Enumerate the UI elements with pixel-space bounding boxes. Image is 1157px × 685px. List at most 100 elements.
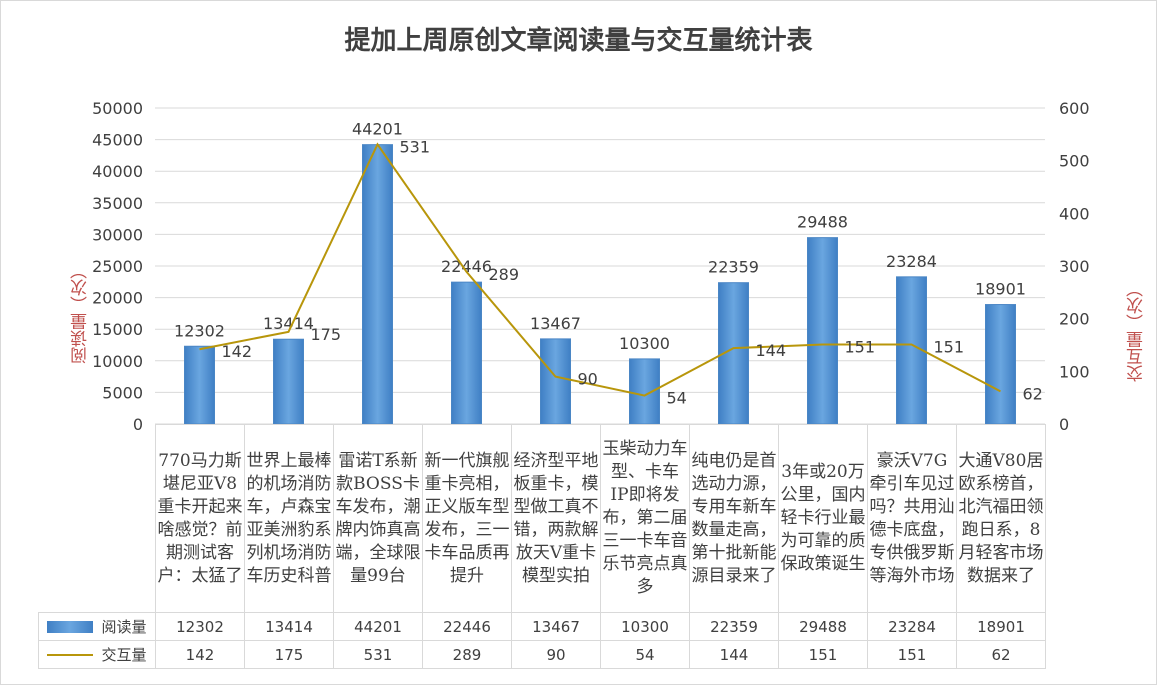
category-label-text: 纯电仍是首选动力源，专用车新车数量走高，第十批新能源目录来了 — [691, 450, 777, 586]
y-tick-left: 50000 — [92, 99, 143, 118]
table-value: 18901 — [956, 612, 1046, 641]
category-label-text: 770马力斯堪尼亚V8重卡开起来啥感觉？前期测试客户：太猛了 — [157, 450, 243, 586]
table-value: 151 — [867, 640, 957, 669]
y-tick-left: 5000 — [102, 383, 143, 402]
table-value: 44201 — [333, 612, 423, 641]
table-value-text: 175 — [274, 645, 304, 664]
bar-data-label: 29488 — [797, 213, 848, 232]
category-label: 新一代旗舰重卡亮相，正义版车型发布，三一卡车品质再提升 — [422, 424, 512, 613]
category-label: 世界上最棒的机场消防车，卢森宝亚美洲豹系列机场消防车历史科普 — [244, 424, 334, 613]
y-axis-right-label: 交互量（次） — [1127, 280, 1147, 382]
table-value: 13414 — [244, 612, 334, 641]
y-tick-right: 300 — [1059, 257, 1090, 276]
category-label-text: 玉柴动力车型、卡车IP即将发布，第二届三一卡车音乐节亮点真多 — [602, 439, 688, 597]
line-data-label: 142 — [222, 342, 253, 361]
bar — [807, 237, 838, 425]
bar — [985, 304, 1016, 425]
line-data-label: 175 — [311, 325, 342, 344]
y-tick-right: 500 — [1059, 152, 1090, 171]
category-label-text: 雷诺T系新款BOSS卡车发布，潮牌内饰真高端，全球限量99台 — [335, 450, 421, 586]
category-label: 大通V80居欧系榜首，北汽福田领跑日系，8月轻客市场数据来了 — [956, 424, 1046, 613]
bar-data-label: 13467 — [530, 314, 581, 333]
table-value-text: 22359 — [710, 617, 758, 636]
category-label-text: 豪沃V7G牵引车见过吗？共用汕德卡底盘，专供俄罗斯等海外市场 — [869, 450, 955, 586]
bar-data-label: 22446 — [441, 257, 492, 276]
y-tick-left: 15000 — [92, 320, 143, 339]
table-value-text: 29488 — [799, 617, 847, 636]
table-value: 13467 — [511, 612, 601, 641]
legend-entry: 交互量 — [38, 640, 156, 669]
category-label-text: 新一代旗舰重卡亮相，正义版车型发布，三一卡车品质再提升 — [424, 450, 510, 586]
table-value-text: 23284 — [888, 617, 936, 636]
bar — [451, 281, 482, 425]
legend-bar-icon — [47, 620, 94, 633]
category-label: 经济型平地板重卡，模型做工真不错，两款解放天V重卡模型实拍 — [511, 424, 601, 613]
table-value: 90 — [511, 640, 601, 669]
category-label-text: 经济型平地板重卡，模型做工真不错，两款解放天V重卡模型实拍 — [513, 450, 599, 586]
bar — [629, 358, 660, 425]
table-value: 22446 — [422, 612, 512, 641]
line-data-label: 151 — [845, 337, 876, 356]
y-tick-right: 200 — [1059, 310, 1090, 329]
table-value: 12302 — [155, 612, 245, 641]
category-label-text: 3年或20万公里，国内轻卡行业最为可靠的质保政策诞生 — [780, 462, 866, 574]
chart-title: 提加上周原创文章阅读量与交互量统计表 — [344, 26, 813, 56]
table-value-text: 531 — [363, 645, 393, 664]
line-data-label: 144 — [756, 341, 787, 360]
bar — [273, 338, 304, 425]
bar-data-label: 12302 — [174, 321, 225, 340]
table-value-text: 144 — [719, 645, 749, 664]
category-label: 纯电仍是首选动力源，专用车新车数量走高，第十批新能源目录来了 — [689, 424, 779, 613]
bar-data-label: 44201 — [352, 120, 403, 139]
y-tick-left: 0 — [133, 415, 143, 434]
legend-entry-text: 阅读量 — [101, 618, 147, 636]
y-tick-left: 20000 — [92, 289, 143, 308]
y-tick-right: 0 — [1059, 415, 1069, 434]
bar-data-label: 10300 — [619, 334, 670, 353]
table-value-text: 151 — [808, 645, 838, 664]
y-tick-right: 400 — [1059, 204, 1090, 223]
bar-data-label: 18901 — [975, 280, 1026, 299]
bar-data-label: 22359 — [708, 258, 759, 277]
table-value-text: 151 — [897, 645, 927, 664]
table-value: 289 — [422, 640, 512, 669]
table-value-text: 289 — [452, 645, 482, 664]
table-value-text: 13467 — [532, 617, 580, 636]
line-data-label: 54 — [667, 389, 687, 408]
y-tick-left: 45000 — [92, 131, 143, 150]
table-value-text: 54 — [635, 645, 655, 664]
bar-data-label: 23284 — [886, 252, 937, 271]
y-tick-left: 10000 — [92, 352, 143, 371]
legend-line-icon — [47, 653, 94, 656]
table-value: 142 — [155, 640, 245, 669]
table-value-text: 18901 — [977, 617, 1025, 636]
y-tick-left: 25000 — [92, 257, 143, 276]
legend-entry-text: 交互量 — [101, 646, 147, 664]
table-value-text: 142 — [185, 645, 215, 664]
y-tick-left: 30000 — [92, 225, 143, 244]
bar — [184, 345, 215, 425]
line-data-label: 531 — [400, 137, 431, 156]
legend-entry: 阅读量 — [38, 612, 156, 641]
table-value-text: 10300 — [621, 617, 669, 636]
table-value: 29488 — [778, 612, 868, 641]
bar-data-label: 13414 — [263, 314, 314, 333]
table-value-text: 62 — [991, 645, 1011, 664]
line-data-label: 289 — [489, 265, 520, 284]
line-series — [199, 142, 1001, 397]
category-label: 雷诺T系新款BOSS卡车发布，潮牌内饰真高端，全球限量99台 — [333, 424, 423, 613]
category-label-text: 大通V80居欧系榜首，北汽福田领跑日系，8月轻客市场数据来了 — [958, 450, 1044, 586]
table-value-text: 44201 — [354, 617, 402, 636]
category-label: 770马力斯堪尼亚V8重卡开起来啥感觉？前期测试客户：太猛了 — [155, 424, 245, 613]
table-value-text: 12302 — [176, 617, 224, 636]
y-tick-left: 40000 — [92, 162, 143, 181]
y-tick-left: 35000 — [92, 194, 143, 213]
table-value-text: 90 — [546, 645, 566, 664]
line-data-label: 90 — [578, 370, 598, 389]
table-value-text: 22446 — [443, 617, 491, 636]
table-value: 62 — [956, 640, 1046, 669]
line-data-label: 62 — [1023, 384, 1043, 403]
table-value: 10300 — [600, 612, 690, 641]
table-value: 22359 — [689, 612, 779, 641]
category-label-text: 世界上最棒的机场消防车，卢森宝亚美洲豹系列机场消防车历史科普 — [246, 450, 332, 586]
